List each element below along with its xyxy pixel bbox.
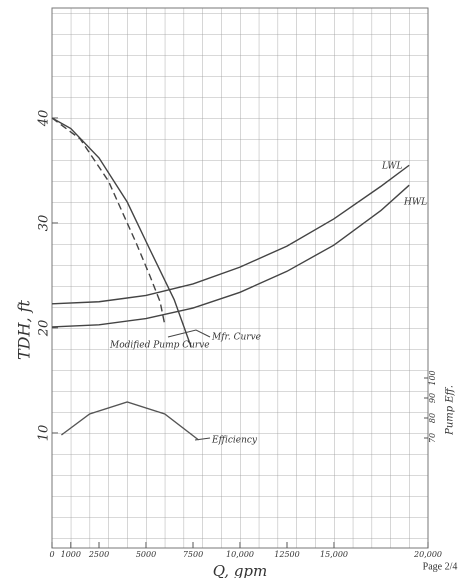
y-tick-label: 10 <box>37 425 52 442</box>
graph-paper <box>51 7 429 549</box>
x-tick-label: 1000 <box>61 550 81 559</box>
y2-axis-label: Pump Eff. <box>445 385 456 436</box>
y2-tick-label: 100 <box>428 370 437 385</box>
y-tick-label: 30 <box>37 215 52 232</box>
x-axis-label: Q, gpm <box>213 562 268 578</box>
series-line <box>51 184 410 328</box>
series-line <box>51 164 410 305</box>
x-tick-label: 12500 <box>274 550 299 559</box>
y-tick-label: 20 <box>37 320 52 338</box>
series-line <box>51 117 192 348</box>
pointer <box>167 329 211 338</box>
series-label: HWL <box>403 198 427 208</box>
series-line <box>60 401 200 441</box>
x-tick-label: 0 <box>49 550 54 559</box>
x-tick-label: 5000 <box>136 550 156 559</box>
series-label: LWL <box>381 162 402 172</box>
x-tick-label: 7500 <box>183 550 203 559</box>
series-label: Efficiency <box>211 436 258 446</box>
y2-tick-label: 70 <box>428 433 437 443</box>
series-line <box>51 117 166 325</box>
x-tick-label: 20,000 <box>413 550 442 559</box>
x-tick-label: 15,000 <box>320 550 348 559</box>
series-label: Modified Pump Curve <box>109 341 210 351</box>
y-tick-label: 40 <box>37 110 52 128</box>
series-label: Mfr. Curve <box>211 333 261 343</box>
y2-tick-label: 90 <box>428 393 437 403</box>
y2-tick-label: 80 <box>428 413 437 423</box>
y-axis-label: TDH, ft <box>15 299 34 360</box>
page-label: Page 2/4 <box>423 561 458 572</box>
x-tick-label: 2500 <box>88 550 109 559</box>
x-tick-label: 10,000 <box>226 550 254 559</box>
